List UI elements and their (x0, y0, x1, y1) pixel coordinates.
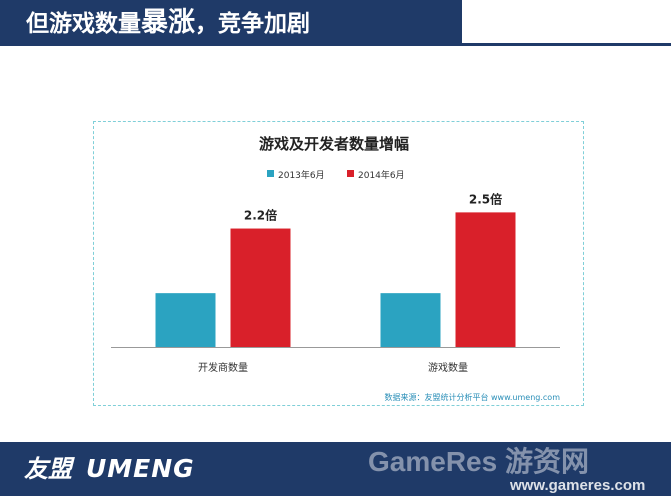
chart-frame: 游戏及开发者数量增幅 2013年6月 2014年6月 2.2倍开发商数量 2.5倍游戏数… (93, 121, 584, 406)
legend-swatch-0 (267, 170, 274, 177)
title-part-1: 但游戏数量 (26, 11, 141, 37)
brand-logo-cn: 友盟 (24, 455, 72, 483)
footer-bar: 友盟 UMENG GameRes 游资网 www.gameres.com (0, 442, 671, 496)
bar-1-0 (380, 293, 441, 347)
legend-swatch-1 (347, 170, 354, 177)
brand-logo-umeng: UMENG (86, 454, 195, 483)
category-label-1: 游戏数量 (428, 361, 468, 374)
legend-label-1: 2014年6月 (358, 169, 405, 181)
bar-0-1 (230, 228, 291, 347)
source-note: 数据来源：友盟统计分析平台 www.umeng.com (384, 392, 560, 402)
watermark: GameRes 游资网 (368, 446, 589, 477)
title-emphasis: 暴涨 (141, 7, 195, 38)
chart-title: 游戏及开发者数量增幅 (259, 135, 409, 153)
data-label-1: 2.5倍 (469, 191, 502, 206)
watermark-url: www.gameres.com (510, 477, 646, 494)
title-bar: 但游戏数量暴涨，竞争加剧 (0, 0, 462, 46)
bar-0-0 (155, 293, 216, 347)
legend-label-0: 2013年6月 (278, 169, 325, 181)
data-label-0: 2.2倍 (244, 208, 277, 223)
title-rule (462, 43, 671, 46)
bar-1-1 (455, 212, 516, 347)
title-part-2: ，竞争加剧 (195, 11, 310, 37)
category-label-0: 开发商数量 (198, 361, 248, 374)
page-title: 但游戏数量暴涨，竞争加剧 (26, 8, 310, 39)
